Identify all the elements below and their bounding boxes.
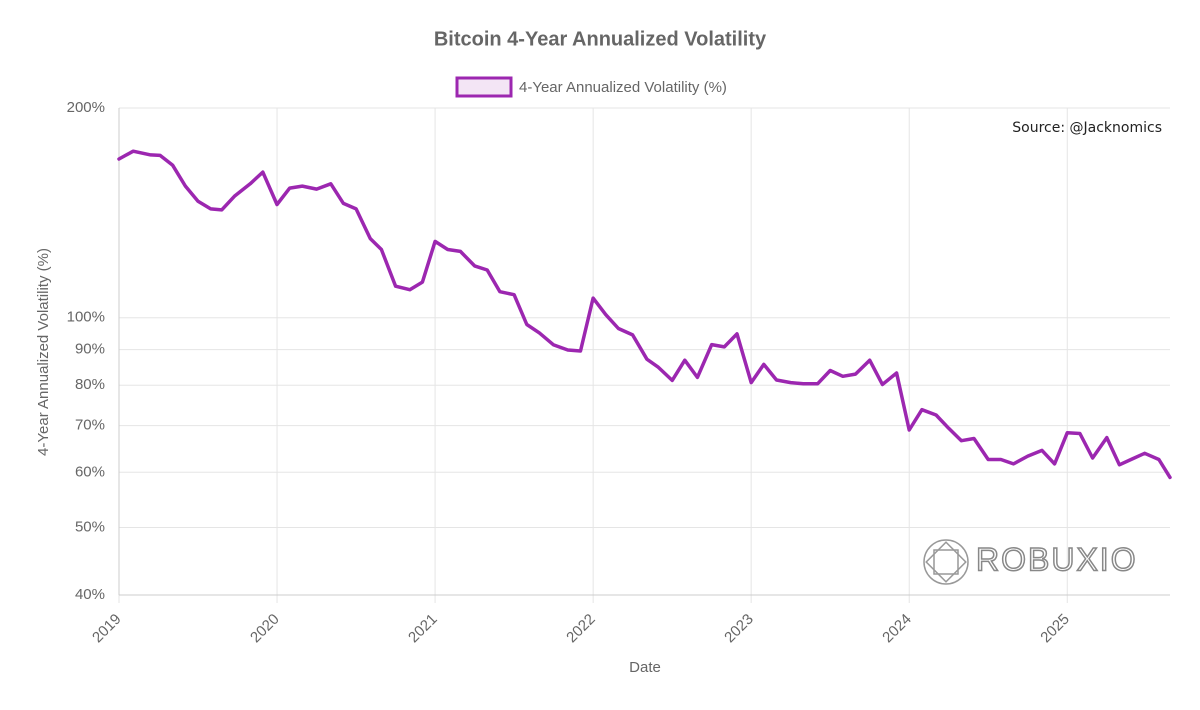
y-tick-label: 50% <box>75 518 105 535</box>
x-axis-title: Date <box>629 659 661 676</box>
y-tick-label: 40% <box>75 586 105 603</box>
watermark-text: ROBUXIO <box>976 541 1138 577</box>
y-tick-label: 100% <box>67 309 105 326</box>
y-axis-title: 4-Year Annualized Volatility (%) <box>35 248 52 456</box>
y-tick-label: 70% <box>75 417 105 434</box>
y-tick-label: 90% <box>75 341 105 358</box>
y-tick-label: 200% <box>67 99 105 116</box>
data-line <box>117 149 1172 480</box>
legend-label[interactable]: 4-Year Annualized Volatility (%) <box>519 79 727 96</box>
chart-title: Bitcoin 4-Year Annualized Volatility <box>434 28 767 50</box>
y-tick-label: 80% <box>75 376 105 393</box>
y-tick-label: 60% <box>75 463 105 480</box>
source-note: Source: @Jacknomics <box>1012 120 1162 136</box>
watermark-logo <box>923 539 969 585</box>
legend-swatch[interactable] <box>455 76 513 98</box>
